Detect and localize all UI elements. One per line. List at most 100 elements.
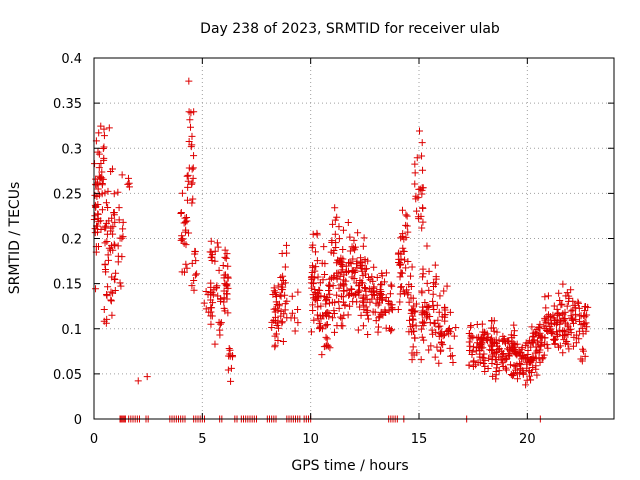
data-point xyxy=(429,297,437,305)
data-point xyxy=(541,293,549,301)
data-point xyxy=(527,376,535,384)
data-point xyxy=(579,345,587,353)
data-point xyxy=(536,358,544,366)
data-point xyxy=(105,124,113,132)
data-point xyxy=(360,301,368,309)
data-point xyxy=(100,143,108,151)
data-point xyxy=(570,333,578,341)
data-point xyxy=(363,265,371,273)
data-point xyxy=(469,358,477,366)
data-point xyxy=(344,311,352,319)
data-point xyxy=(275,324,283,332)
y-axis-ticks: 0 0.05 0.1 0.15 0.2 0.25 0.3 0.35 0.4 xyxy=(53,52,614,428)
data-point xyxy=(343,286,351,294)
data-point xyxy=(95,164,103,172)
data-point xyxy=(125,179,133,187)
data-point xyxy=(110,240,118,248)
data-point xyxy=(534,337,542,345)
data-point xyxy=(556,326,564,334)
data-point xyxy=(397,255,405,263)
data-point xyxy=(105,244,113,252)
data-point xyxy=(345,291,353,299)
data-point xyxy=(193,270,201,278)
data-point xyxy=(394,305,402,313)
data-point xyxy=(328,237,336,245)
data-point xyxy=(559,349,567,357)
data-point xyxy=(475,343,483,351)
data-point xyxy=(388,282,396,290)
data-point xyxy=(368,273,376,281)
data-point xyxy=(224,284,232,292)
data-point xyxy=(188,180,196,188)
data-point xyxy=(483,330,491,338)
data-point xyxy=(490,327,498,335)
data-point xyxy=(563,302,571,310)
data-point xyxy=(546,325,554,333)
data-point xyxy=(119,218,127,226)
data-point xyxy=(577,312,585,320)
data-point xyxy=(513,340,521,348)
data-point xyxy=(441,303,449,311)
data-point xyxy=(279,272,287,280)
data-point xyxy=(544,344,552,352)
data-point xyxy=(432,280,440,288)
data-point xyxy=(418,224,426,232)
data-point xyxy=(101,239,109,247)
data-point xyxy=(356,303,364,311)
data-point xyxy=(178,235,186,243)
data-point xyxy=(467,332,475,340)
data-point xyxy=(216,331,224,339)
data-point xyxy=(421,298,429,306)
data-point xyxy=(217,319,225,327)
data-point xyxy=(188,141,196,149)
data-point xyxy=(499,355,507,363)
data-point xyxy=(519,366,527,374)
data-point xyxy=(541,334,549,342)
data-point xyxy=(351,267,359,275)
data-point xyxy=(432,275,440,283)
data-point xyxy=(228,352,236,360)
data-point xyxy=(574,298,582,306)
data-point xyxy=(554,309,562,317)
data-point xyxy=(420,319,428,327)
data-point xyxy=(510,371,518,379)
data-point xyxy=(435,332,443,340)
data-point xyxy=(107,296,115,304)
data-point xyxy=(326,290,334,298)
data-point xyxy=(403,222,411,230)
data-point xyxy=(278,319,286,327)
data-point xyxy=(190,276,198,284)
data-point xyxy=(224,366,232,374)
data-point xyxy=(188,282,196,290)
data-point xyxy=(335,284,343,292)
data-point xyxy=(436,347,444,355)
data-point xyxy=(342,277,350,285)
data-point xyxy=(111,286,119,294)
data-point xyxy=(407,272,415,280)
data-point xyxy=(562,319,570,327)
data-point xyxy=(319,311,327,319)
data-point xyxy=(401,256,409,264)
data-point xyxy=(361,284,369,292)
data-point xyxy=(575,304,583,312)
y-axis-label: SRMTID / TECUs xyxy=(7,182,23,295)
data-point xyxy=(186,116,194,124)
data-point xyxy=(513,375,521,383)
data-point xyxy=(362,291,370,299)
data-point xyxy=(449,359,457,367)
data-point xyxy=(112,269,120,277)
data-point xyxy=(370,263,378,271)
data-point xyxy=(430,306,438,314)
data-point xyxy=(410,302,418,310)
data-point xyxy=(291,327,299,335)
data-point xyxy=(387,327,395,335)
data-point xyxy=(101,266,109,274)
data-point xyxy=(484,337,492,345)
data-point xyxy=(422,308,430,316)
x-tick-label: 20 xyxy=(519,432,536,447)
data-point xyxy=(388,326,396,334)
data-point xyxy=(377,310,385,318)
data-point xyxy=(213,239,221,247)
data-point xyxy=(316,286,324,294)
data-point xyxy=(481,362,489,370)
